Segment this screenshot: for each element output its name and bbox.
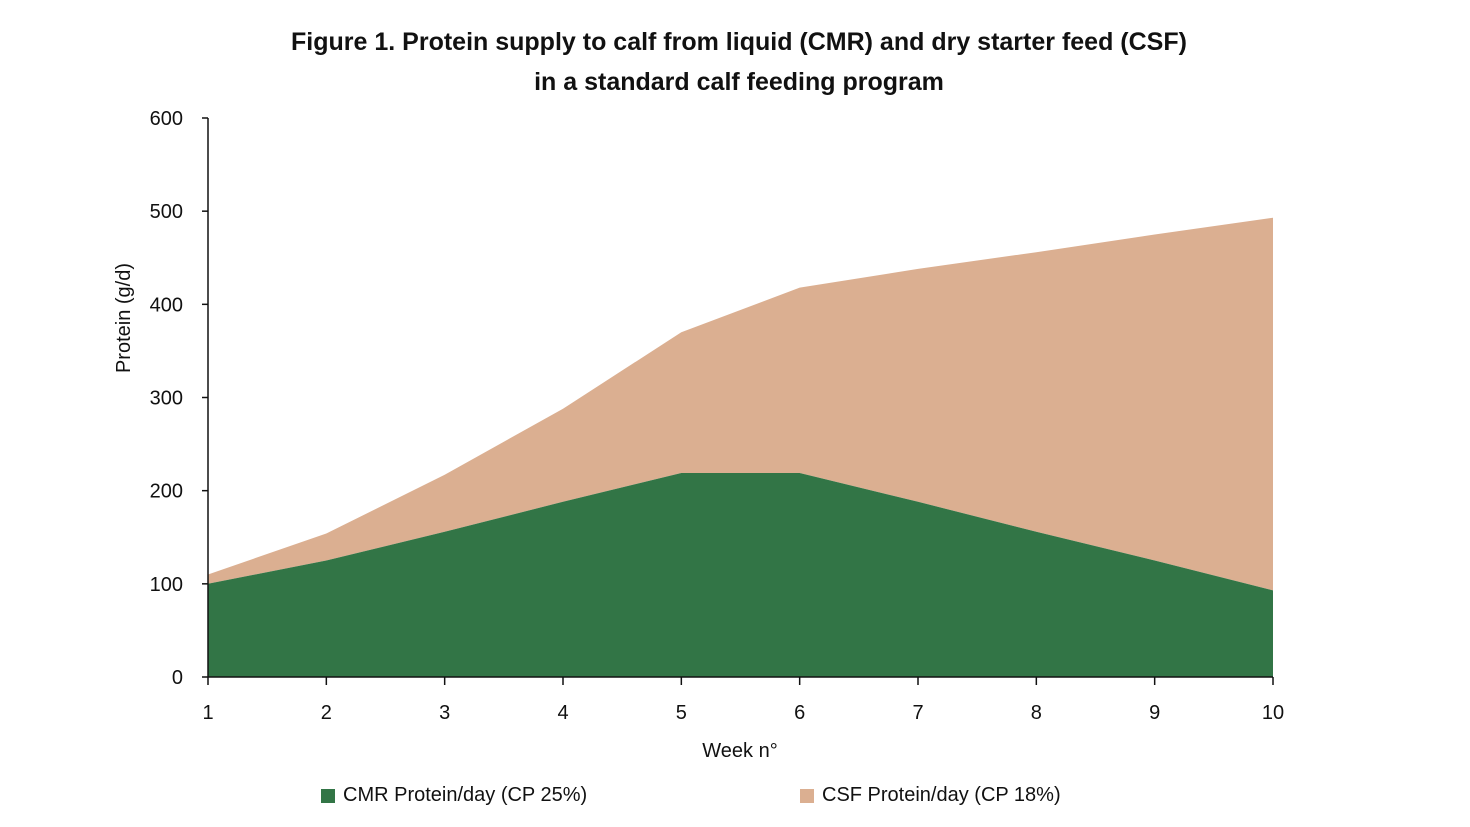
x-tick-label: 2 <box>321 702 332 724</box>
y-tick-label: 0 <box>172 667 183 689</box>
y-tick-label: 400 <box>150 294 183 316</box>
area-series-cmr <box>208 473 1273 677</box>
x-tick-label: 6 <box>794 702 805 724</box>
plot-areas <box>208 217 1273 677</box>
x-tick-label: 9 <box>1149 702 1160 724</box>
x-tick-label: 1 <box>202 702 213 724</box>
x-tick-label: 8 <box>1031 702 1042 724</box>
legend-label-cmr: CMR Protein/day (CP 25%) <box>343 784 588 806</box>
legend-item-csf: CSF Protein/day (CP 18%) <box>800 784 1061 807</box>
y-axis-label: Protein (g/d) <box>113 263 135 373</box>
legend-label-csf: CSF Protein/day (CP 18%) <box>822 784 1061 806</box>
y-tick-label: 300 <box>150 388 183 410</box>
legend-swatch-cmr <box>321 788 335 803</box>
chart-title: Figure 1. Protein supply to calf from li… <box>0 22 1470 102</box>
x-tick-label: 4 <box>557 702 568 724</box>
y-tick-label: 100 <box>150 574 183 596</box>
y-tick-label: 200 <box>150 481 183 503</box>
x-tick-label: 10 <box>1262 702 1284 724</box>
y-tick-label: 600 <box>150 108 183 130</box>
y-axis: 0 100 200 300 400 500 600 <box>150 108 208 689</box>
legend-swatch-csf <box>800 788 814 803</box>
legend: CMR Protein/day (CP 25%) CSF Protein/day… <box>0 784 1470 812</box>
x-axis-label: Week n° <box>702 740 777 762</box>
x-tick-label: 3 <box>439 702 450 724</box>
y-tick-label: 500 <box>150 201 183 223</box>
x-axis: 1 2 3 4 5 6 7 8 9 10 <box>202 677 1284 724</box>
chart-title-line-2: in a standard calf feeding program <box>534 68 944 96</box>
chart-title-line-1: Figure 1. Protein supply to calf from li… <box>291 28 1187 56</box>
area-series-csf <box>208 217 1273 591</box>
x-tick-label: 7 <box>912 702 923 724</box>
x-tick-label: 5 <box>676 702 687 724</box>
legend-item-cmr: CMR Protein/day (CP 25%) <box>321 784 587 807</box>
